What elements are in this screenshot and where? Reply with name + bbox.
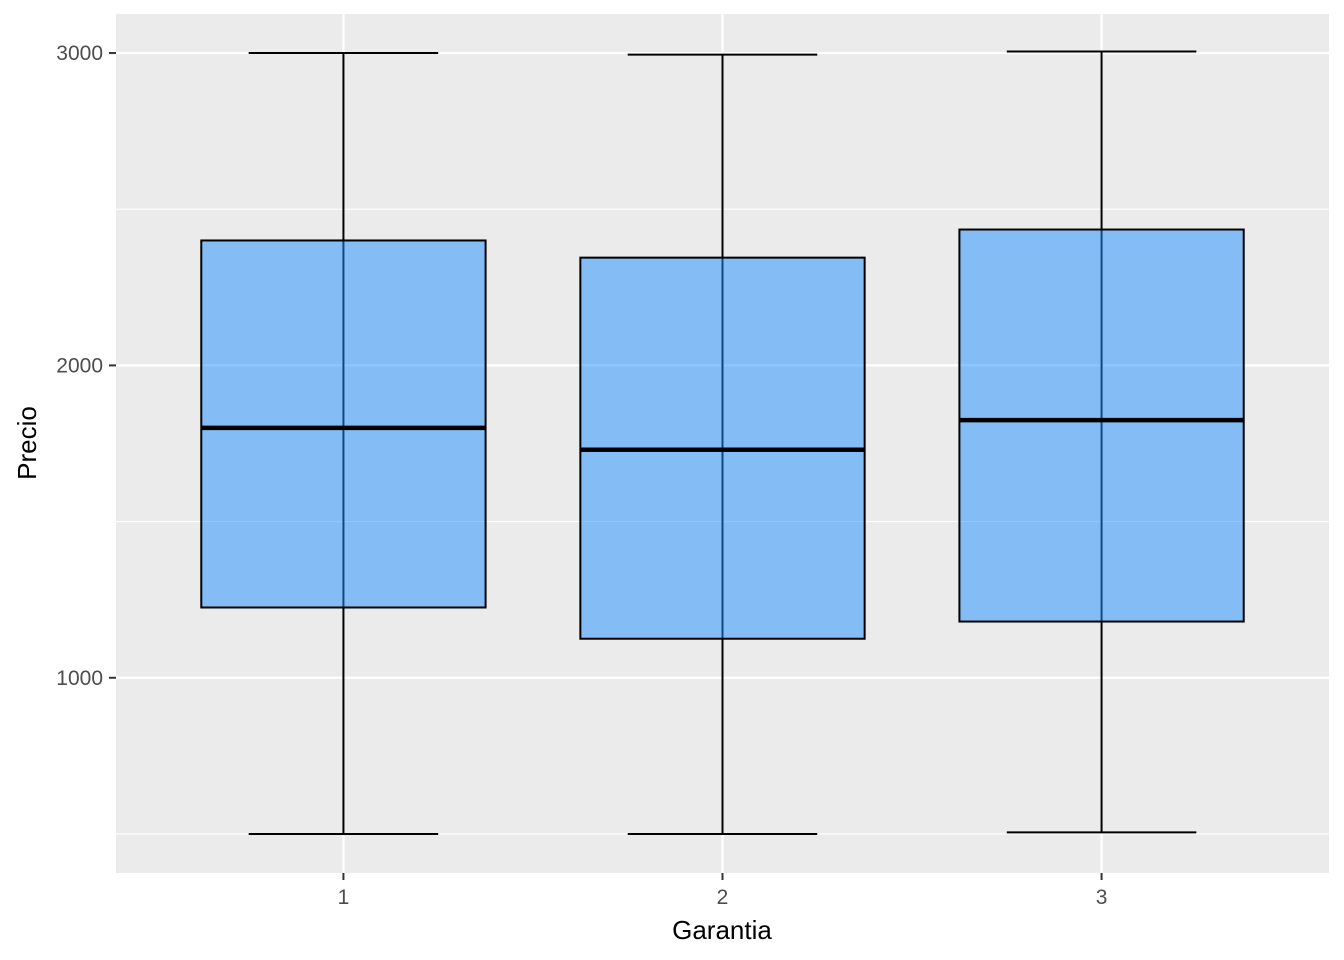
box-series	[200, 50, 1245, 835]
y-tick-label: 1000	[56, 667, 103, 690]
y-tick-label: 2000	[56, 354, 103, 377]
box-group-3	[958, 50, 1245, 834]
box-iqr	[958, 228, 1245, 623]
x-tick-label: 3	[1096, 886, 1108, 909]
y-tick-label: 3000	[56, 42, 103, 65]
box-group-1	[200, 52, 487, 835]
box-iqr	[200, 239, 487, 609]
x-axis-title: Garantia	[672, 915, 772, 945]
box-group-2	[579, 53, 866, 835]
x-tick-label: 1	[338, 886, 350, 909]
y-axis-title: Precio	[12, 406, 42, 480]
axes: 1000 2000 3000 1 2 3	[56, 42, 1107, 909]
x-tick-label: 2	[717, 886, 729, 909]
